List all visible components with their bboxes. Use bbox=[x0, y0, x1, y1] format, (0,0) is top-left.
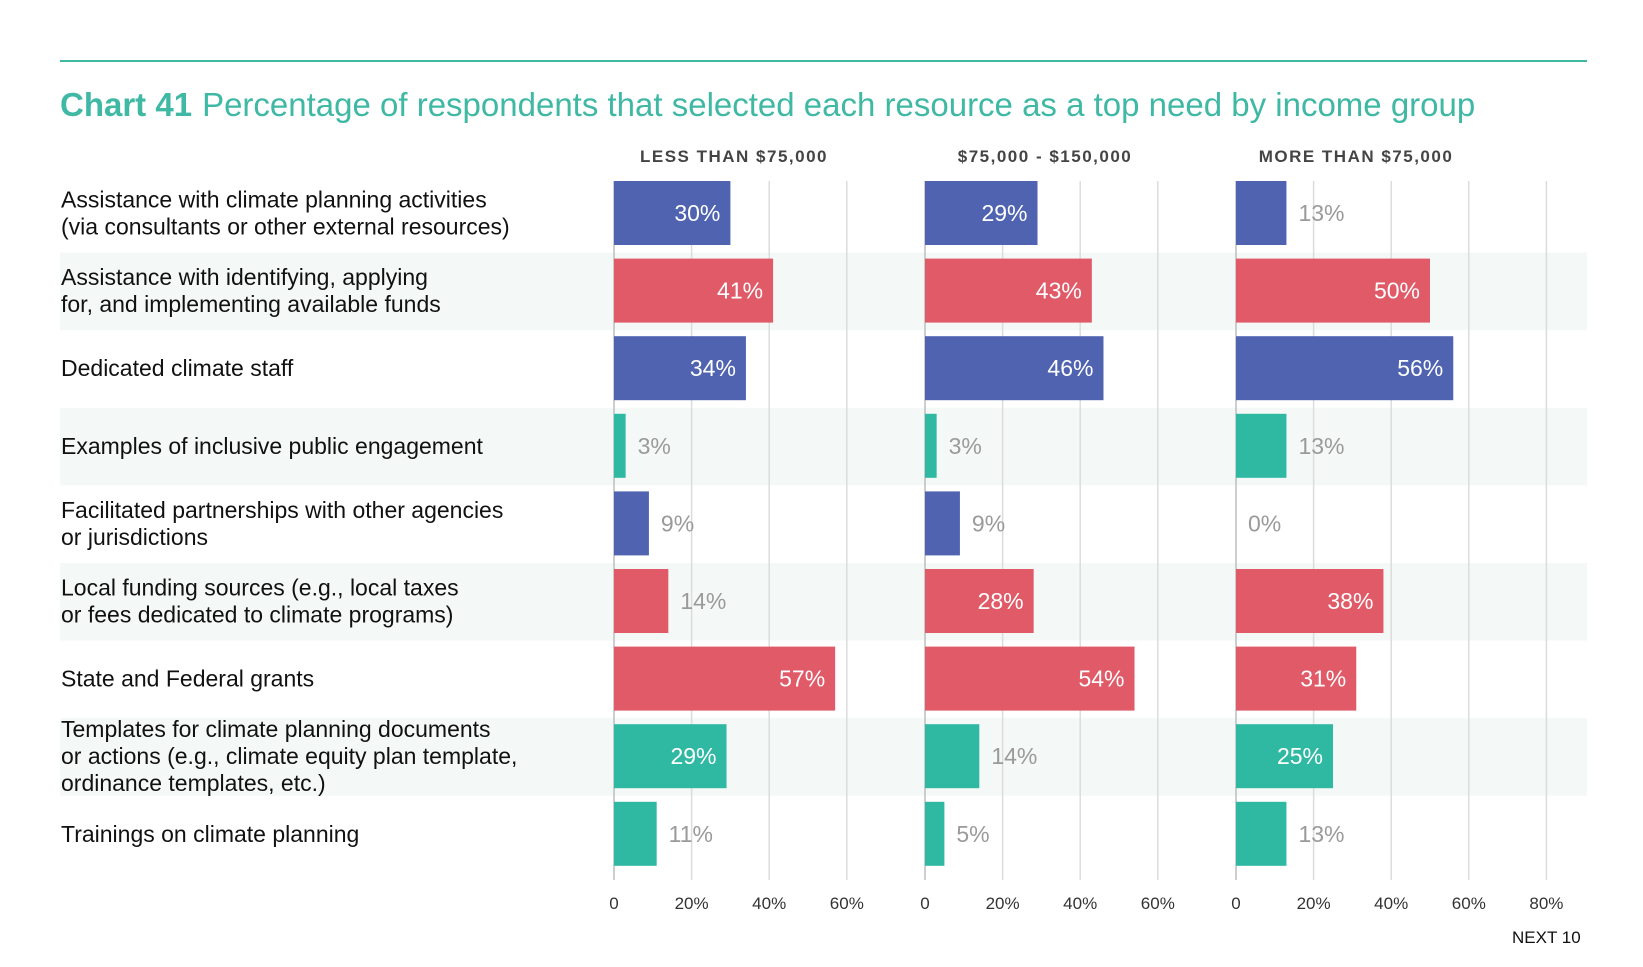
data-label: 9% bbox=[661, 510, 694, 536]
bar bbox=[925, 569, 1034, 633]
category-label: or jurisdictions bbox=[61, 524, 208, 550]
data-label: 43% bbox=[1036, 278, 1082, 304]
bar bbox=[1236, 258, 1430, 323]
bar bbox=[925, 336, 1104, 401]
bar bbox=[1236, 724, 1333, 789]
category-label: ordinance templates, etc.) bbox=[61, 770, 326, 796]
bar bbox=[1236, 801, 1287, 866]
bar bbox=[614, 491, 649, 556]
tick-label: 40% bbox=[1063, 894, 1097, 913]
data-label: 38% bbox=[1327, 588, 1373, 614]
data-label: 0% bbox=[1248, 510, 1281, 536]
data-label: 5% bbox=[956, 821, 989, 847]
category-label: Assistance with identifying, applying bbox=[61, 264, 428, 290]
data-label: 13% bbox=[1298, 433, 1344, 459]
data-label: 13% bbox=[1298, 821, 1344, 847]
bar bbox=[925, 646, 1135, 711]
category-label: State and Federal grants bbox=[61, 666, 314, 692]
category-label: Local funding sources (e.g., local taxes bbox=[61, 575, 459, 601]
data-label: 14% bbox=[991, 743, 1037, 769]
bar bbox=[614, 181, 731, 245]
tick-label: 20% bbox=[675, 894, 709, 913]
bar bbox=[925, 181, 1038, 245]
category-label: Examples of inclusive public engagement bbox=[61, 433, 484, 459]
data-label: 29% bbox=[981, 200, 1027, 226]
bar bbox=[925, 491, 960, 556]
chart-number: Chart 41 bbox=[60, 86, 193, 123]
data-label: 9% bbox=[972, 510, 1005, 536]
bar bbox=[614, 258, 774, 323]
category-label: Dedicated climate staff bbox=[61, 355, 294, 381]
data-label: 11% bbox=[669, 821, 713, 847]
bar bbox=[1236, 336, 1454, 401]
bar bbox=[614, 646, 836, 711]
data-label: 34% bbox=[690, 355, 736, 381]
bar bbox=[614, 801, 657, 866]
category-label: Trainings on climate planning bbox=[61, 821, 359, 847]
panel-header: MORE THAN $75,000 bbox=[1259, 147, 1454, 166]
footer-brand: NEXT 10 bbox=[1512, 928, 1581, 947]
data-label: 46% bbox=[1047, 355, 1093, 381]
tick-label: 40% bbox=[752, 894, 786, 913]
bar bbox=[614, 336, 746, 401]
data-label: 29% bbox=[670, 743, 716, 769]
data-label: 30% bbox=[674, 200, 720, 226]
bar bbox=[1236, 646, 1357, 711]
data-label: 14% bbox=[680, 588, 726, 614]
bar bbox=[1236, 569, 1384, 633]
category-label: for, and implementing available funds bbox=[61, 291, 441, 317]
data-label: 54% bbox=[1078, 666, 1124, 692]
tick-label: 0 bbox=[920, 894, 929, 913]
category-label: Facilitated partnerships with other agen… bbox=[61, 497, 503, 523]
bar bbox=[925, 801, 945, 866]
tick-label: 20% bbox=[1297, 894, 1331, 913]
top-rule bbox=[60, 60, 1587, 62]
data-label: 13% bbox=[1298, 200, 1344, 226]
tick-label: 80% bbox=[1529, 894, 1563, 913]
panel-header: LESS THAN $75,000 bbox=[640, 147, 828, 166]
bar bbox=[1236, 413, 1287, 478]
bar bbox=[614, 569, 669, 633]
data-label: 28% bbox=[978, 588, 1024, 614]
bar bbox=[614, 413, 626, 478]
bar bbox=[925, 413, 937, 478]
bar bbox=[1236, 181, 1287, 245]
tick-label: 20% bbox=[986, 894, 1020, 913]
data-label: 41% bbox=[717, 278, 763, 304]
data-label: 57% bbox=[779, 666, 825, 692]
category-label: or fees dedicated to climate programs) bbox=[61, 602, 453, 628]
tick-label: 60% bbox=[1452, 894, 1486, 913]
category-label: or actions (e.g., climate equity plan te… bbox=[61, 743, 517, 769]
category-label: (via consultants or other external resou… bbox=[61, 214, 510, 240]
tick-label: 40% bbox=[1374, 894, 1408, 913]
panel-header: $75,000 - $150,000 bbox=[958, 147, 1132, 166]
bar bbox=[925, 258, 1092, 323]
data-label: 50% bbox=[1374, 278, 1420, 304]
tick-label: 60% bbox=[830, 894, 864, 913]
chart-title: Chart 41 Percentage of respondents that s… bbox=[60, 86, 1475, 124]
data-label: 3% bbox=[638, 433, 671, 459]
category-label: Assistance with climate planning activit… bbox=[61, 187, 487, 213]
tick-label: 0 bbox=[609, 894, 618, 913]
tick-label: 60% bbox=[1141, 894, 1175, 913]
chart-title-text: Percentage of respondents that selected … bbox=[202, 86, 1476, 123]
tick-label: 0 bbox=[1231, 894, 1240, 913]
category-label: Templates for climate planning documents bbox=[61, 716, 491, 742]
data-label: 56% bbox=[1397, 355, 1443, 381]
bar bbox=[925, 724, 980, 789]
data-label: 3% bbox=[949, 433, 982, 459]
data-label: 31% bbox=[1300, 666, 1346, 692]
bar bbox=[614, 724, 727, 789]
data-label: 25% bbox=[1277, 743, 1323, 769]
row-stripe bbox=[60, 407, 1587, 486]
